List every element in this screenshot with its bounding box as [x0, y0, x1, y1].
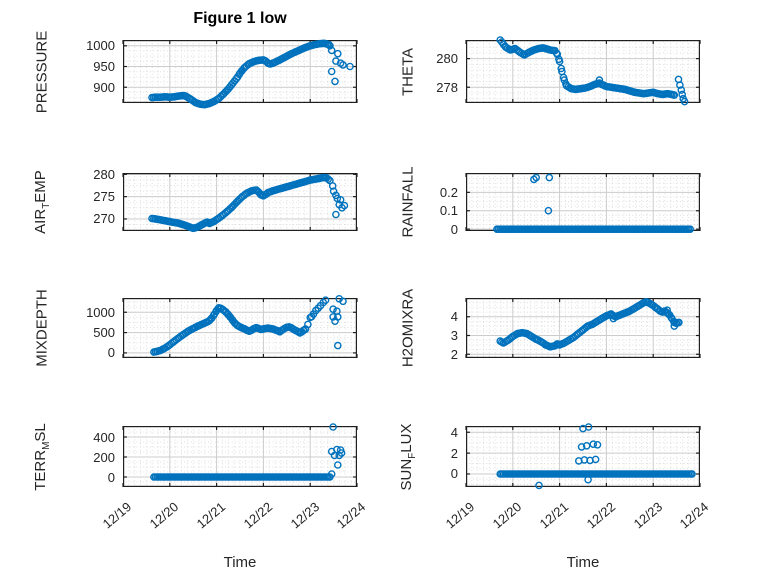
xtick-label-right: 12/19 — [443, 499, 478, 532]
xtick-label-left: 12/24 — [334, 499, 369, 532]
ytick-label-air_temp: 280 — [93, 166, 115, 182]
xtick-label-right: 12/21 — [536, 499, 572, 532]
ytick-label-air_temp: 270 — [93, 211, 115, 227]
ytick-label-rainfall: 0.1 — [439, 203, 458, 219]
h2omixra-data-markers — [496, 298, 683, 351]
ytick-label-sun_flux: 4 — [450, 424, 458, 440]
ytick-label-pressure: 900 — [93, 79, 115, 95]
ytick-label-air_temp: 275 — [93, 189, 115, 205]
ytick-label-mixdepth: 0 — [107, 345, 115, 361]
rainfall-data-markers — [493, 173, 694, 234]
ytick-label-terr_msl: 200 — [93, 449, 115, 465]
x-axis-label-right: Time — [566, 554, 600, 571]
ylabel-mixdepth: MIXDEPTH — [33, 289, 51, 367]
xtick-label-left: 12/22 — [240, 499, 276, 532]
ytick-label-rainfall: 0.2 — [439, 184, 458, 200]
ytick-label-theta: 280 — [436, 51, 458, 67]
x-axis-label-left: Time — [223, 554, 257, 571]
ytick-label-mixdepth: 500 — [93, 325, 115, 341]
ylabel-air_temp: AIRTEMP — [32, 170, 52, 234]
ytick-label-sun_flux: 2 — [450, 445, 458, 461]
ytick-label-pressure: 950 — [93, 59, 115, 75]
ylabel-pressure: PRESSURE — [33, 30, 51, 113]
rainfall-plot-area — [465, 173, 701, 234]
ytick-label-terr_msl: 400 — [93, 429, 115, 445]
xtick-label-right: 12/24 — [677, 499, 712, 532]
ytick-label-mixdepth: 1000 — [86, 304, 115, 320]
xtick-label-right: 12/23 — [630, 499, 665, 532]
ytick-label-terr_msl: 0 — [107, 469, 115, 485]
pressure-plot-area — [122, 39, 358, 109]
ylabel-terr_msl: TERRMSL — [32, 422, 52, 491]
theta-plot-area — [465, 36, 701, 106]
mixdepth-data-markers — [150, 295, 347, 356]
xtick-label-right: 12/22 — [583, 499, 619, 532]
pressure-data-markers — [148, 39, 354, 109]
sun_flux-plot-area — [465, 423, 701, 490]
figure-title: Figure 1 low — [193, 10, 287, 27]
ytick-label-rainfall: 0 — [450, 221, 458, 237]
terr_msl-plot-area — [122, 423, 358, 487]
ytick-label-h2omixra: 4 — [450, 309, 458, 325]
mixdepth-plot-area — [122, 295, 358, 358]
ytick-label-h2omixra: 2 — [450, 346, 458, 362]
xtick-label-left: 12/20 — [146, 499, 182, 532]
ytick-label-h2omixra: 3 — [450, 328, 458, 343]
air_temp-data-markers — [148, 173, 349, 233]
ytick-label-theta: 278 — [436, 79, 458, 95]
h2omixra-plot-area — [465, 298, 701, 358]
theta-data-markers — [496, 36, 689, 106]
xtick-label-left: 12/23 — [287, 499, 322, 532]
sun_flux-data-markers — [496, 423, 696, 490]
ytick-label-pressure: 1000 — [86, 38, 115, 54]
xtick-label-left: 12/21 — [193, 499, 229, 532]
xtick-label-right: 12/20 — [489, 499, 525, 532]
xtick-label-left: 12/19 — [100, 499, 135, 532]
air_temp-plot-area — [122, 173, 358, 233]
ytick-label-sun_flux: 0 — [450, 466, 458, 482]
terr_msl-data-markers — [150, 423, 346, 481]
